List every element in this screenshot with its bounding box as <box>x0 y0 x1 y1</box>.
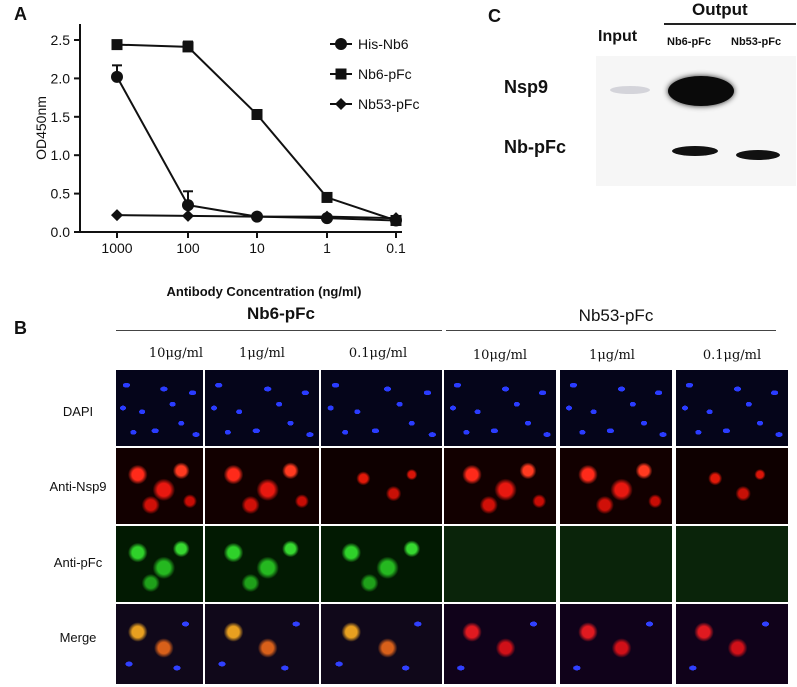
image-nb53-10-dapi <box>444 370 556 446</box>
blot-lane-nb6: Nb6-pFc <box>667 36 711 48</box>
data-point <box>182 199 194 212</box>
band-nb6-nsp9 <box>668 76 734 106</box>
image-nb6-10-merge <box>116 604 203 684</box>
image-nb6-01-merge <box>321 604 442 684</box>
image-nb53-01-merge <box>676 604 788 684</box>
image-nb53-01-pfc <box>676 526 788 602</box>
blot-lane-nb53: Nb53-pFc <box>731 36 782 48</box>
image-nb6-10-pfc <box>116 526 203 602</box>
data-point <box>111 209 123 222</box>
legend-label: His-Nb6 <box>358 36 409 52</box>
blot-output-header: Output <box>692 0 748 19</box>
image-nb6-10-dapi <box>116 370 203 446</box>
image-nb53-10-pfc <box>444 526 556 602</box>
image-nb6-01-dapi <box>321 370 442 446</box>
group-line-nb6 <box>116 330 442 331</box>
legend-marker <box>335 98 347 110</box>
blot-row-nsp9: Nsp9 <box>504 77 549 97</box>
image-nb53-01-nsp9 <box>676 448 788 524</box>
row-label-dapi: DAPI <box>62 404 94 419</box>
data-point <box>111 39 123 51</box>
legend-label: Nb53-pFc <box>358 96 419 112</box>
data-point <box>321 191 333 203</box>
image-nb6-1-merge <box>205 604 319 684</box>
image-nb6-10-nsp9 <box>116 448 203 524</box>
row-label-anti-pfc: Anti-pFc <box>53 555 103 570</box>
band-input-nsp9 <box>610 86 650 94</box>
y-tick-label: 0.5 <box>51 186 71 202</box>
data-point <box>321 210 333 223</box>
data-point <box>390 212 402 225</box>
legend-marker <box>335 38 347 50</box>
y-tick-label: 0.0 <box>51 224 71 240</box>
group-title-nb53: Nb53-pFc <box>578 306 654 325</box>
data-point <box>182 209 194 222</box>
conc-nb53-10: 10μg/ml <box>472 348 528 363</box>
blot-input-label: Input <box>598 28 638 45</box>
image-nb6-1-nsp9 <box>205 448 319 524</box>
conc-nb6-10: 10μg/ml <box>148 346 204 361</box>
x-axis-title: Antibody Concentration (ng/ml) <box>167 284 362 299</box>
group-line-nb53 <box>446 330 776 331</box>
od450-binding-chart: 0.0 0.5 1.0 1.5 2.0 2.5 1000 100 10 1 0.1 OD450nm An… <box>33 24 419 299</box>
y-tick-label: 1.5 <box>51 109 71 125</box>
y-tick-label: 2.5 <box>51 32 71 48</box>
data-point <box>182 41 194 53</box>
x-tick-label: 0.1 <box>386 240 406 256</box>
band-nb6-pfc <box>672 146 718 156</box>
row-label-merge: Merge <box>59 630 97 645</box>
image-nb53-1-merge <box>560 604 672 684</box>
y-axis-title: OD450nm <box>33 96 49 160</box>
image-nb53-1-pfc <box>560 526 672 602</box>
image-nb6-1-dapi <box>205 370 319 446</box>
series-line <box>116 43 397 222</box>
x-tick-label: 10 <box>249 240 265 256</box>
image-nb53-1-dapi <box>560 370 672 446</box>
image-nb6-1-pfc <box>205 526 319 602</box>
panel-label-a: A <box>14 4 27 24</box>
blot-output-line <box>664 23 796 25</box>
conc-nb6-01: 0.1μg/ml <box>348 346 408 361</box>
y-tick-label: 2.0 <box>51 70 71 86</box>
conc-nb53-1: 1μg/ml <box>589 348 635 363</box>
group-title-nb6: Nb6-pFc <box>247 304 315 323</box>
data-point <box>111 70 123 83</box>
blot-row-nbpfc: Nb-pFc <box>504 137 566 157</box>
band-nb53-pfc <box>736 150 780 160</box>
image-nb53-01-dapi <box>676 370 788 446</box>
conc-nb53-01: 0.1μg/ml <box>702 348 762 363</box>
panel-label-c: C <box>488 6 501 26</box>
data-point <box>251 108 263 120</box>
image-nb6-01-nsp9 <box>321 448 442 524</box>
legend-label: Nb6-pFc <box>358 66 412 82</box>
row-label-anti-nsp9: Anti-Nsp9 <box>49 479 107 494</box>
series-line <box>116 76 397 222</box>
x-tick-label: 100 <box>176 240 200 256</box>
image-nb53-10-nsp9 <box>444 448 556 524</box>
blot-membrane <box>596 56 796 186</box>
data-point <box>251 210 263 223</box>
y-tick-label: 1.0 <box>51 147 71 163</box>
image-nb53-1-nsp9 <box>560 448 672 524</box>
legend-marker <box>335 68 347 80</box>
image-nb6-01-pfc <box>321 526 442 602</box>
conc-nb6-1: 1μg/ml <box>239 346 285 361</box>
panel-label-b: B <box>14 318 27 338</box>
x-tick-label: 1000 <box>101 240 132 256</box>
image-nb53-10-merge <box>444 604 556 684</box>
x-tick-label: 1 <box>323 240 331 256</box>
